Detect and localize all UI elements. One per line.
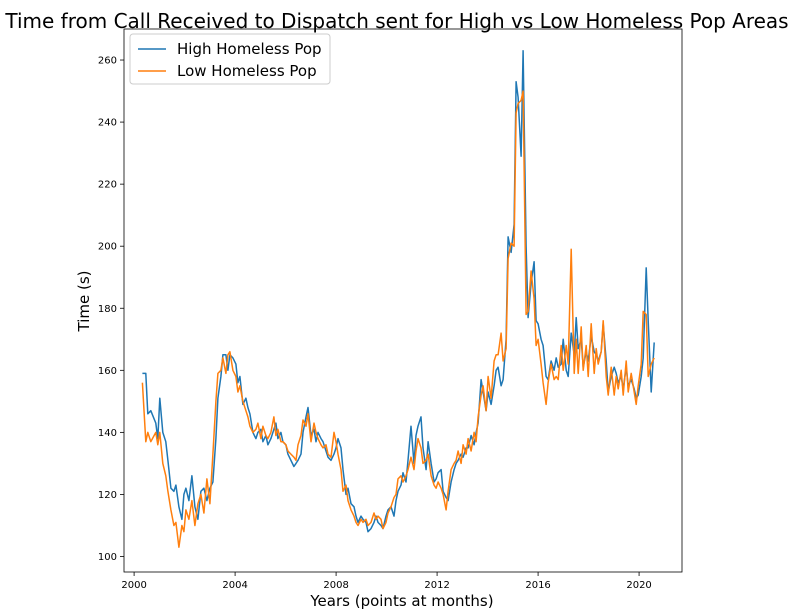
x-tick-label: 2004 [222, 580, 247, 591]
x-tick-label: 2016 [525, 580, 550, 591]
y-tick-label: 180 [98, 304, 117, 315]
y-tick-label: 160 [98, 366, 117, 377]
legend-label-low-homeless-pop: Low Homeless Pop [177, 62, 317, 80]
series-lines [141, 49, 655, 548]
legend: High Homeless Pop Low Homeless Pop [129, 33, 331, 85]
y-axis: 100 120 140 160 180 200 220 240 260 [98, 56, 124, 563]
y-tick-label: 140 [98, 428, 117, 439]
axes-frame [123, 28, 683, 573]
legend-box [129, 33, 331, 85]
x-axis: 2000 2004 2008 2012 2016 2020 [121, 572, 652, 591]
y-tick-label: 220 [98, 180, 117, 191]
y-tick-label: 260 [98, 56, 117, 67]
x-tick-label: 2020 [626, 580, 651, 591]
legend-label-high-homeless-pop: High Homeless Pop [177, 40, 322, 58]
y-tick-label: 100 [98, 552, 117, 563]
y-tick-label: 200 [98, 242, 117, 253]
y-tick-label: 240 [98, 118, 117, 129]
x-axis-label: Years (points at months) [309, 592, 493, 610]
series-line-low-homeless-pop [141, 90, 655, 548]
plot-area [123, 28, 683, 573]
y-axis-label: Time (s) [75, 271, 93, 333]
x-tick-label: 2012 [424, 580, 449, 591]
x-tick-label: 2000 [121, 580, 146, 591]
series-line-high-homeless-pop [142, 49, 655, 533]
x-tick-label: 2008 [323, 580, 348, 591]
y-tick-label: 120 [98, 490, 117, 501]
